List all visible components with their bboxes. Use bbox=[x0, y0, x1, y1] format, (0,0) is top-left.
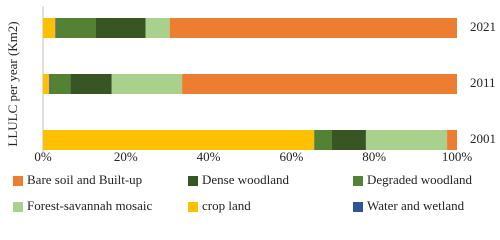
page: LLULC per year (Km2) 0% 20% 40% 60% 80% 100% 2… bbox=[4, 6, 496, 213]
bar-segment bbox=[43, 18, 56, 38]
x-tick-label: 0% bbox=[34, 149, 52, 164]
bar-segment bbox=[43, 74, 50, 94]
bar-segment bbox=[314, 130, 332, 150]
legend-label: Bare soil and Built-up bbox=[27, 172, 142, 187]
x-tick-label: 80% bbox=[362, 149, 386, 164]
legend-swatch bbox=[353, 202, 363, 212]
y-axis-label: LLULC per year (Km2) bbox=[5, 21, 20, 146]
bar-segment bbox=[331, 130, 366, 150]
bar-segment bbox=[50, 74, 71, 94]
category-label: 2021 bbox=[470, 19, 496, 34]
bar-segment bbox=[169, 18, 457, 38]
legend-label: Forest-savannah mosaic bbox=[27, 198, 153, 213]
legend-swatch bbox=[353, 176, 363, 186]
bar-segment bbox=[182, 74, 457, 94]
bar-segment bbox=[145, 18, 170, 38]
category-label: 2001 bbox=[470, 131, 496, 146]
bar-segment bbox=[49, 74, 51, 94]
bar-segment bbox=[43, 130, 315, 150]
bar-segment bbox=[70, 74, 112, 94]
x-tick-label: 60% bbox=[279, 149, 303, 164]
bar-segment bbox=[365, 130, 448, 150]
bar-segment bbox=[95, 18, 146, 38]
legend-swatch bbox=[188, 176, 198, 186]
bar-segment bbox=[447, 130, 457, 150]
legend-label: Degraded woodland bbox=[367, 172, 473, 187]
legend-label: Water and wetland bbox=[367, 198, 465, 213]
legend-swatch bbox=[13, 202, 23, 212]
bar-segment bbox=[56, 18, 96, 38]
chart: LLULC per year (Km2) 0% 20% 40% 60% 80% 100% 2… bbox=[5, 6, 496, 213]
bar-segment bbox=[111, 74, 183, 94]
legend-swatch bbox=[188, 202, 198, 212]
category-label: 2011 bbox=[470, 75, 496, 90]
x-tick-label: 40% bbox=[197, 149, 221, 164]
legend-swatch bbox=[13, 176, 23, 186]
bar-segment bbox=[55, 18, 57, 38]
legend-label: crop land bbox=[202, 198, 251, 213]
x-tick-label: 20% bbox=[114, 149, 138, 164]
x-tick-label: 100% bbox=[442, 149, 473, 164]
legend-label: Dense woodland bbox=[202, 172, 290, 187]
